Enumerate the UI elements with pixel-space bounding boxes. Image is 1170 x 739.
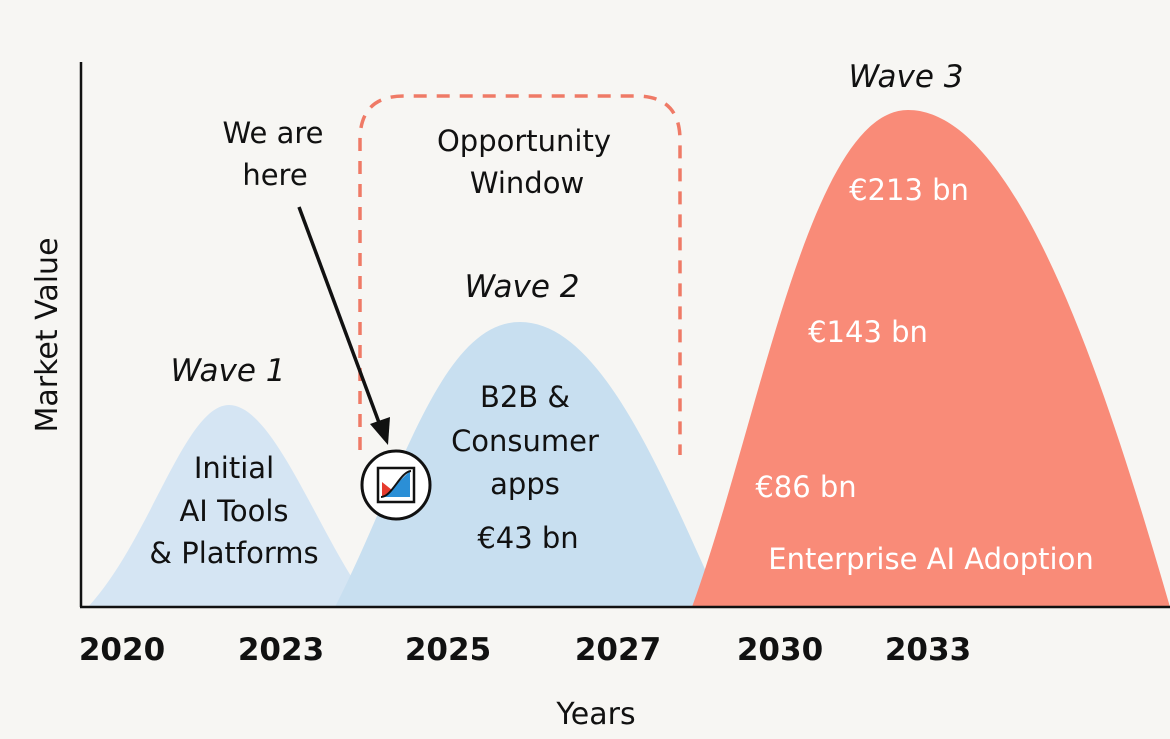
marker-arrow-head — [370, 417, 390, 445]
wave-1-label-line: AI Tools — [179, 494, 288, 528]
wave-3-label-line: Enterprise AI Adoption — [768, 542, 1093, 576]
wave-2-label-line: apps — [490, 467, 560, 501]
wave-2-label-line: B2B & — [480, 380, 570, 414]
wave-3-value-label: €213 bn — [849, 173, 969, 207]
window-label-line: Opportunity — [437, 124, 611, 158]
wave-1-label-line: & Platforms — [149, 536, 318, 570]
window-label-line: Window — [470, 166, 584, 200]
wave-2-value-label: €43 bn — [477, 521, 578, 555]
x-tick-label: 2025 — [405, 632, 491, 668]
wave-2-label-line: Consumer — [451, 424, 599, 458]
wave-3-title: Wave 3 — [849, 59, 964, 95]
wave-3-area — [692, 110, 1170, 607]
wave-3-value-label: €86 bn — [755, 470, 856, 504]
x-tick-label: 2023 — [238, 632, 324, 668]
y-axis-title: Market Value — [30, 237, 65, 432]
marker-label-line: We are — [223, 116, 324, 150]
marker-label-line: here — [242, 158, 307, 192]
x-tick-label: 2020 — [79, 632, 165, 668]
wave-3-value-label: €143 bn — [808, 315, 928, 349]
marker-arrow-line — [297, 206, 383, 429]
wave-2-title: Wave 2 — [465, 269, 580, 305]
opportunity-window-box — [358, 94, 682, 455]
x-tick-label: 2033 — [885, 632, 971, 668]
x-axis-title: Years — [555, 697, 635, 732]
wave-1-area — [88, 405, 372, 607]
wave-1-title: Wave 1 — [171, 353, 286, 389]
x-tick-label: 2030 — [737, 632, 823, 668]
wave-2-area — [335, 322, 722, 607]
company-logo-icon — [360, 449, 432, 521]
wave-1-label-line: Initial — [194, 451, 274, 485]
x-tick-label: 2027 — [575, 632, 661, 668]
